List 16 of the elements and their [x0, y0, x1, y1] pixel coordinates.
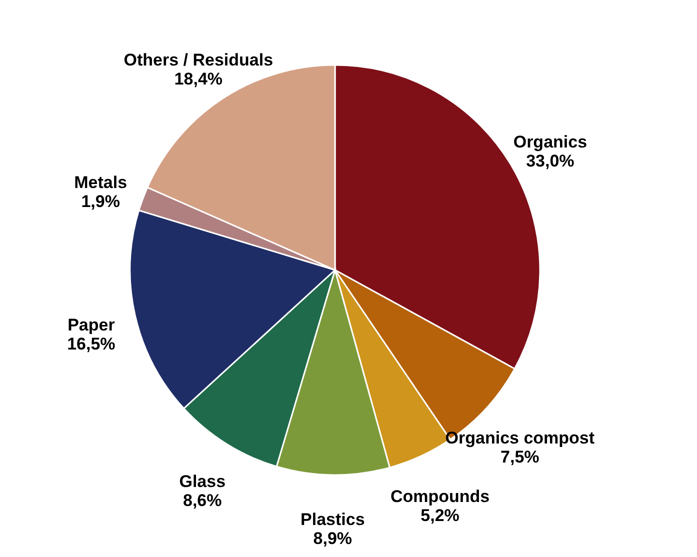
data-label: 7,5%: [500, 447, 540, 466]
slice-label: Others / Residuals: [124, 50, 274, 70]
data-label: 18,4%: [174, 70, 223, 89]
slice-label: Paper: [68, 315, 116, 334]
slice-label: Glass: [179, 472, 226, 491]
data-label: 16,5%: [67, 334, 116, 354]
data-label: 1,9%: [81, 192, 120, 212]
data-label: 33,0%: [526, 152, 574, 171]
slice-label: Compounds: [390, 486, 490, 506]
data-label: 8,6%: [182, 490, 222, 510]
slice-label: Plastics: [300, 510, 365, 529]
data-label: 5,2%: [420, 506, 460, 525]
data-label: 8,9%: [313, 528, 352, 548]
slice-label: Organics compost: [445, 428, 595, 448]
slice-label: Organics: [513, 132, 588, 152]
slice-label: Metals: [74, 173, 128, 192]
